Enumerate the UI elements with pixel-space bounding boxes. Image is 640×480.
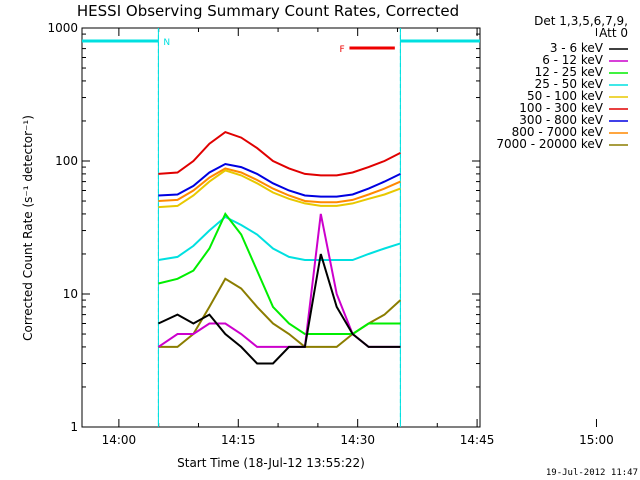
axis-ticks: 14:0014:1514:3014:4515:0015:1515:3011010… bbox=[47, 21, 614, 447]
series-line bbox=[158, 167, 401, 204]
y-tick-label: 10 bbox=[63, 287, 78, 301]
y-axis-label: Corrected Count Rate (s⁻¹ detector⁻¹) bbox=[21, 115, 35, 341]
y-tick-label: 1000 bbox=[47, 21, 78, 35]
legend-label: 6 - 12 keV bbox=[542, 53, 604, 67]
series-line bbox=[158, 162, 401, 198]
legend-header-1: Det 1,3,5,6,7,9, bbox=[534, 14, 628, 28]
annotations: NF bbox=[82, 28, 480, 427]
x-tick-label: 14:30 bbox=[340, 433, 375, 447]
x-axis-label: Start Time (18-Jul-12 13:55:22) bbox=[177, 456, 365, 470]
flare-label: F bbox=[339, 45, 344, 55]
series-line bbox=[158, 130, 401, 177]
y-tick-label: 100 bbox=[55, 154, 78, 168]
x-tick-label: 14:15 bbox=[221, 433, 256, 447]
legend-label: 100 - 300 keV bbox=[519, 101, 603, 115]
plot-frame bbox=[81, 27, 481, 428]
legend-label: 300 - 800 keV bbox=[519, 113, 603, 127]
x-tick-label: 15:00 bbox=[579, 433, 614, 447]
x-tick-label: 14:00 bbox=[102, 433, 137, 447]
series-lines bbox=[157, 130, 402, 365]
series-line bbox=[158, 169, 401, 209]
legend-header-2: Att 0 bbox=[599, 26, 628, 40]
legend-label: 12 - 25 keV bbox=[535, 65, 604, 79]
chart-title: HESSI Observing Summary Count Rates, Cor… bbox=[77, 2, 459, 20]
legend-label: 7000 - 20000 keV bbox=[496, 137, 603, 151]
timestamp: 19-Jul-2012 11:47 bbox=[546, 468, 638, 478]
legend-label: 25 - 50 keV bbox=[535, 77, 604, 91]
legend-label: 800 - 7000 keV bbox=[512, 125, 604, 139]
series-line bbox=[158, 215, 401, 261]
night-label: N bbox=[163, 38, 170, 48]
legend-label: 50 - 100 keV bbox=[527, 89, 604, 103]
y-tick-label: 1 bbox=[70, 420, 78, 434]
series-line bbox=[158, 211, 401, 335]
series-line bbox=[157, 253, 401, 365]
legend-label: 3 - 6 keV bbox=[550, 41, 604, 55]
x-tick-label: 14:45 bbox=[460, 433, 495, 447]
